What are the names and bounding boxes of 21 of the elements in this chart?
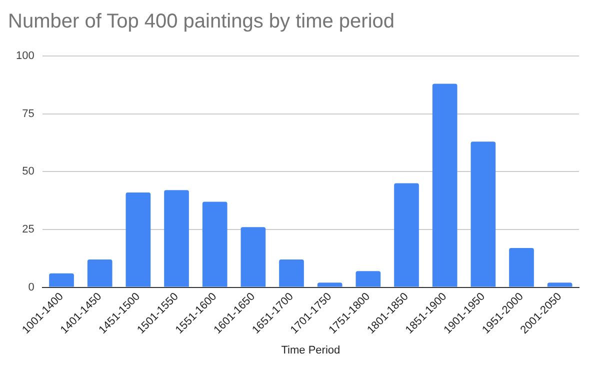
bar <box>317 282 342 287</box>
bar <box>394 183 419 287</box>
y-tick-label: 100 <box>16 50 34 62</box>
bar <box>126 192 151 287</box>
bar <box>49 273 74 287</box>
bar <box>279 260 304 287</box>
bar <box>356 271 381 287</box>
bar <box>509 248 534 287</box>
bar <box>547 282 572 287</box>
bar <box>164 190 189 287</box>
bar <box>240 227 266 287</box>
y-tick-label: 25 <box>22 223 34 236</box>
bar <box>470 142 496 287</box>
bar <box>87 260 112 287</box>
bar <box>202 202 228 287</box>
y-tick-label: 50 <box>22 166 34 178</box>
y-tick-label: 0 <box>28 281 34 294</box>
bar <box>432 84 458 287</box>
x-axis-title: Time Period <box>281 344 340 356</box>
chart-title: Number of Top 400 paintings by time period <box>8 10 395 33</box>
y-tick-label: 75 <box>22 108 34 120</box>
